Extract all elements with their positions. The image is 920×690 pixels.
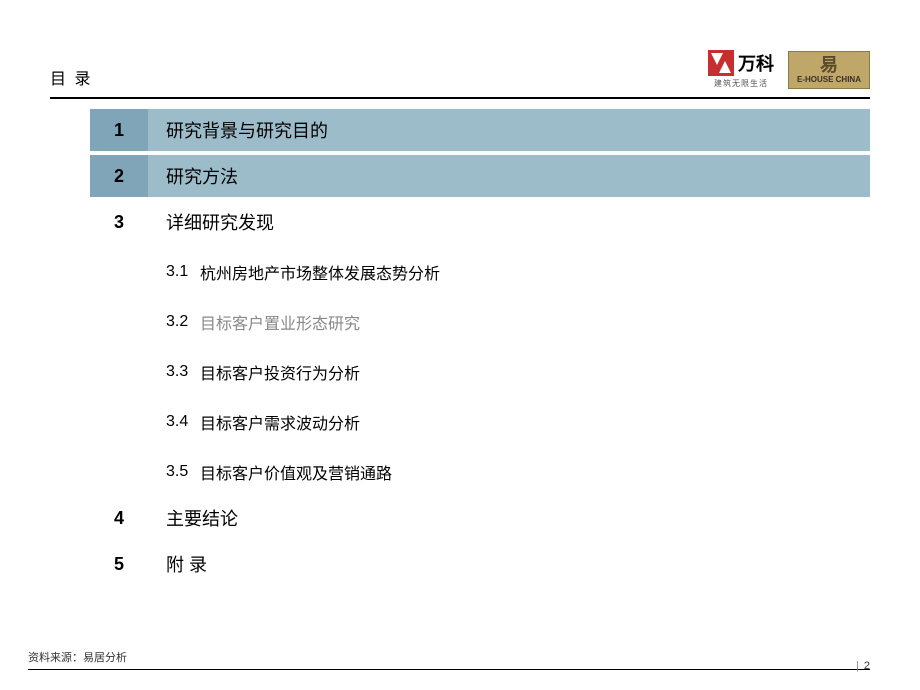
toc-subitem-text: 目标客户价值观及营销通路 [200,460,392,484]
toc-subitem-3.2: 3.2目标客户置业形态研究 [90,297,870,347]
toc-item-number: 2 [90,155,148,197]
toc-item-5: 5附 录 [90,543,870,585]
toc-item-number: 5 [90,543,148,585]
table-of-contents: 1研究背景与研究目的2研究方法3详细研究发现3.1杭州房地产市场整体发展态势分析… [0,99,920,585]
toc-subitem-text: 目标客户置业形态研究 [200,310,360,334]
footer-source: 资料来源：易居分析 [28,649,870,665]
vanke-logo-icon [708,50,734,76]
page-header: 目 录 万科 建筑无限生活 易 E-HOUSE CHINA [0,0,920,97]
vanke-logo: 万科 建筑无限生活 [708,50,774,89]
toc-item-1: 1研究背景与研究目的 [90,109,870,151]
toc-subitem-3.5: 3.5目标客户价值观及营销通路 [90,447,870,497]
ehouse-logo: 易 E-HOUSE CHINA [788,51,870,89]
ehouse-logo-text: E-HOUSE CHINA [797,75,861,84]
toc-subitem-text: 杭州房地产市场整体发展态势分析 [200,260,440,284]
toc-item-text: 研究背景与研究目的 [148,109,870,151]
logo-group: 万科 建筑无限生活 易 E-HOUSE CHINA [708,50,870,89]
toc-subitem-3.3: 3.3目标客户投资行为分析 [90,347,870,397]
toc-item-number: 1 [90,109,148,151]
toc-subitem-text: 目标客户投资行为分析 [200,360,360,384]
page-number: 2 [856,660,870,672]
toc-subitem-number: 3.5 [166,463,200,481]
vanke-logo-top: 万科 [708,50,774,76]
toc-item-3: 3详细研究发现 [90,201,870,243]
toc-item-number: 4 [90,497,148,539]
toc-item-number: 3 [90,201,148,243]
vanke-logo-subtitle: 建筑无限生活 [714,78,768,89]
toc-subitem-text: 目标客户需求波动分析 [200,410,360,434]
toc-item-2: 2研究方法 [90,155,870,197]
toc-item-4: 4主要结论 [90,497,870,539]
toc-item-text: 附 录 [148,543,870,585]
page-title: 目 录 [50,65,92,89]
toc-subitem-number: 3.2 [166,313,200,331]
toc-subitem-3.4: 3.4目标客户需求波动分析 [90,397,870,447]
toc-item-text: 详细研究发现 [148,201,870,243]
page-footer: 资料来源：易居分析 2 [0,649,920,670]
toc-subitem-number: 3.1 [166,263,200,281]
toc-subitem-number: 3.4 [166,413,200,431]
toc-subitem-number: 3.3 [166,363,200,381]
ehouse-logo-icon: 易 [820,56,838,74]
vanke-logo-text: 万科 [738,50,774,76]
toc-subitem-3.1: 3.1杭州房地产市场整体发展态势分析 [90,247,870,297]
footer-divider [28,669,870,670]
toc-item-text: 研究方法 [148,155,870,197]
toc-item-text: 主要结论 [148,497,870,539]
